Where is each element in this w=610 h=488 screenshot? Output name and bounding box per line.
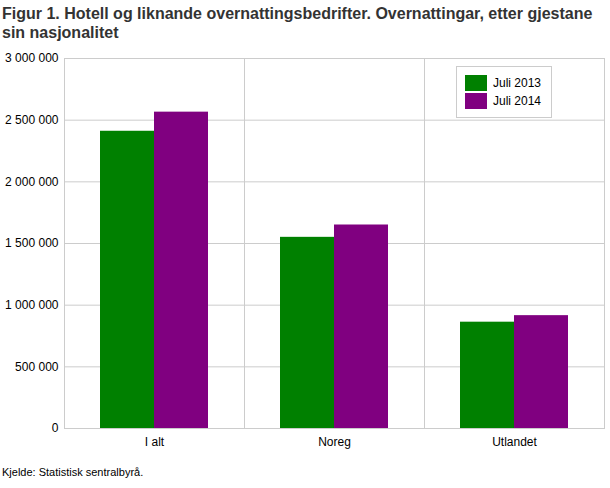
svg-text:I alt: I alt xyxy=(145,435,165,449)
svg-text:1 500 000: 1 500 000 xyxy=(5,236,59,250)
svg-text:500 000: 500 000 xyxy=(15,360,59,374)
html-text:Juli 2013: Juli 2013 xyxy=(493,76,541,90)
svg-text:0: 0 xyxy=(52,421,59,435)
svg-text:3 000 000: 3 000 000 xyxy=(5,51,59,65)
svg-text:2 500 000: 2 500 000 xyxy=(5,113,59,127)
html-text:Figur 1. Hotell og liknande ov: Figur 1. Hotell og liknande overnattings… xyxy=(2,5,593,41)
svg-text:2 000 000: 2 000 000 xyxy=(5,175,59,189)
svg-text:1 000 000: 1 000 000 xyxy=(5,298,59,312)
svg-text:Utlandet: Utlandet xyxy=(492,435,537,449)
svg-text:Noreg: Noreg xyxy=(318,435,351,449)
html-text:Kjelde: Statistisk sentralbyrå: Kjelde: Statistisk sentralbyrå. xyxy=(2,466,144,478)
html-text:Juli 2014: Juli 2014 xyxy=(493,94,541,108)
